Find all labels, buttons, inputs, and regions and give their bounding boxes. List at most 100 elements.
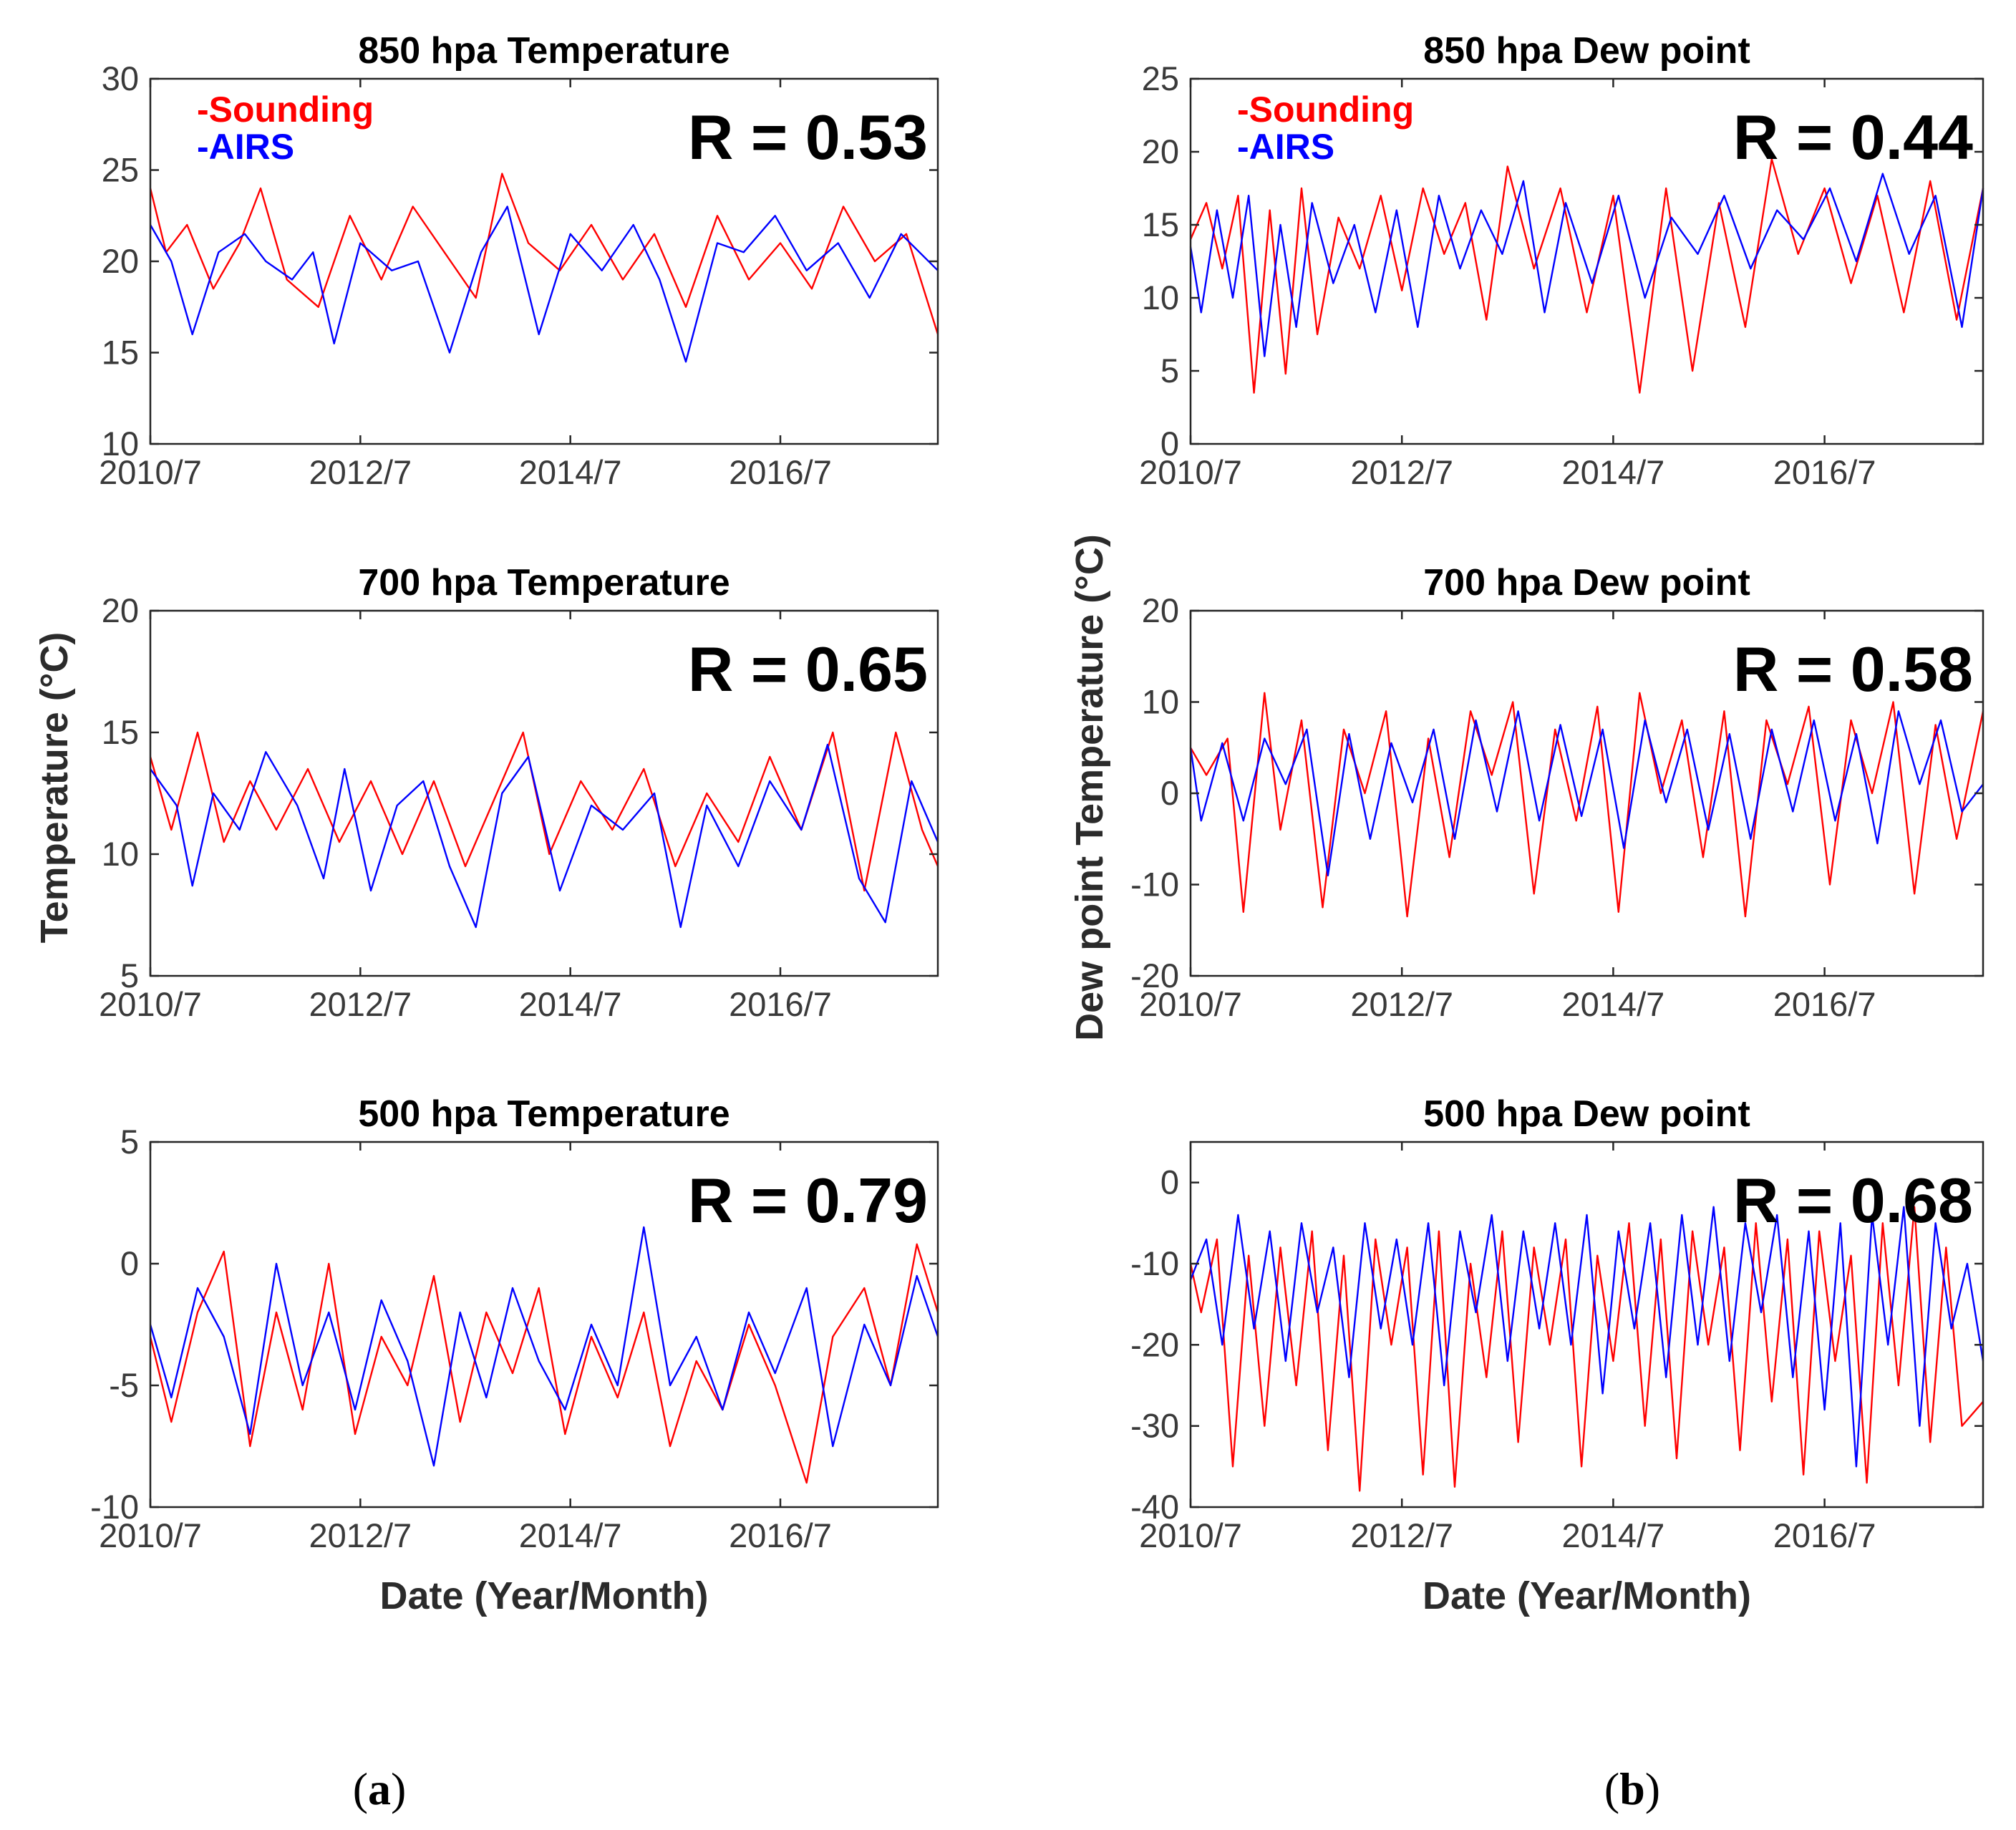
chart-title: 500 hpa Dew point (1423, 1093, 1750, 1135)
x-tick-label: 2014/7 (519, 985, 622, 1023)
chart-title: 850 hpa Dew point (1423, 30, 1750, 72)
x-tick-label: 2010/7 (1139, 1516, 1242, 1554)
y-tick-label: -30 (1130, 1407, 1179, 1445)
y-tick-label: -20 (1130, 1325, 1179, 1363)
y-tick-label: 10 (1142, 279, 1179, 316)
y-tick-label: -10 (1130, 866, 1179, 904)
y-tick-label: 20 (1142, 132, 1179, 170)
x-tick-label: 2010/7 (1139, 453, 1242, 491)
x-tick-label: 2010/7 (99, 453, 202, 491)
legend-airs: -AIRS (197, 127, 294, 167)
caption-a-letter: a (368, 1763, 391, 1814)
caption-a-close: ) (391, 1763, 406, 1814)
y-tick-label: 15 (102, 334, 139, 372)
chart-title: 700 hpa Dew point (1423, 562, 1750, 604)
x-tick-label: 2012/7 (1350, 985, 1453, 1023)
chart-panel-700-dew-point: 700 hpa Dew point -20 -10 0 10 20 2010/7 2012/7… (1130, 562, 1984, 1023)
y-tick-label: -40 (1130, 1488, 1179, 1526)
y-tick-label: -10 (90, 1488, 139, 1526)
correlation-label: R = 0.53 (688, 102, 928, 173)
plot-frame (1189, 77, 1984, 445)
correlation-label: R = 0.44 (1733, 102, 1973, 173)
x-tick-label: 2014/7 (1562, 453, 1665, 491)
x-tick-label: 2010/7 (1139, 985, 1242, 1023)
x-tick-label: 2010/7 (99, 985, 202, 1023)
series-line-airs (149, 1226, 939, 1467)
correlation-label: R = 0.58 (1733, 634, 1973, 705)
y-tick-label: 0 (1160, 425, 1179, 463)
x-axis-label: Date (Year/Month) (1423, 1574, 1751, 1617)
right-ylabel: Dew point Temperature (°C) (1068, 534, 1111, 1041)
caption-b-open: ( (1604, 1763, 1619, 1814)
left-ylabel: Temperature (°C) (33, 632, 76, 944)
chart-panel-700-temperature: 700 hpa Temperature 5 10 15 20 2010/7 2012/7 20… (99, 562, 939, 1023)
y-tick-label: -10 (1130, 1244, 1179, 1282)
x-tick-label: 2016/7 (729, 1516, 832, 1554)
caption-a: (a) (353, 1763, 407, 1814)
chart-panel-500-temperature: 500 hpa Temperature -10 -5 0 5 2010/7 2012/7 20… (90, 1093, 939, 1617)
caption-b-letter: b (1619, 1763, 1645, 1814)
plot-frame (1189, 1141, 1984, 1509)
x-tick-label: 2016/7 (1773, 985, 1876, 1023)
x-tick-label: 2012/7 (309, 985, 412, 1023)
chart-title: 700 hpa Temperature (358, 562, 730, 604)
series-line-airs (149, 205, 939, 363)
x-tick-label: 2016/7 (729, 453, 832, 491)
y-tick-label: 25 (1142, 59, 1179, 97)
y-tick-label: 5 (1160, 352, 1179, 389)
series-line-sounding (1189, 692, 1984, 918)
y-tick-label: 5 (120, 957, 139, 994)
chart-panel-500-dew-point: 500 hpa Dew point -40 -30 -20 -10 0 2010/7 2012… (1130, 1093, 1984, 1617)
x-tick-label: 2014/7 (519, 453, 622, 491)
chart-panel-850-temperature: 850 hpa Temperature 10 15 20 25 30 2010/7 2012/… (99, 30, 939, 491)
x-tick-label: 2016/7 (729, 985, 832, 1023)
chart-title: 850 hpa Temperature (358, 30, 730, 72)
x-tick-label: 2012/7 (1350, 453, 1453, 491)
y-tick-label: 20 (102, 242, 139, 280)
x-tick-label: 2016/7 (1773, 1516, 1876, 1554)
legend-airs: -AIRS (1237, 127, 1334, 167)
y-tick-label: 5 (120, 1123, 139, 1161)
correlation-label: R = 0.65 (688, 634, 928, 705)
x-tick-label: 2012/7 (309, 453, 412, 491)
caption-b: (b) (1604, 1763, 1660, 1814)
series-line-airs (1189, 710, 1984, 877)
y-tick-label: 15 (1142, 205, 1179, 243)
correlation-label: R = 0.68 (1733, 1165, 1973, 1236)
x-tick-label: 2016/7 (1773, 453, 1876, 491)
series-line-sounding (1189, 1206, 1984, 1492)
series-line-airs (150, 743, 939, 929)
series-line-airs (1189, 173, 1984, 357)
x-axis-label: Date (Year/Month) (379, 1574, 708, 1617)
x-tick-label: 2010/7 (99, 1516, 202, 1554)
y-tick-label: 20 (102, 591, 139, 629)
y-tick-label: 0 (1160, 1163, 1179, 1201)
caption-a-open: ( (353, 1763, 368, 1814)
x-tick-label: 2012/7 (309, 1516, 412, 1554)
y-tick-label: 10 (1142, 683, 1179, 721)
y-tick-label: 10 (102, 425, 139, 463)
y-tick-label: -20 (1130, 957, 1179, 994)
chart-title: 500 hpa Temperature (358, 1093, 730, 1135)
series-line-sounding (149, 173, 939, 335)
series-line-sounding (1189, 158, 1984, 394)
chart-panel-850-dew-point: 850 hpa Dew point 0 5 10 15 20 25 2010/7 2012/7 2… (1139, 30, 1984, 491)
x-tick-label: 2014/7 (1562, 985, 1665, 1023)
series-line-sounding (149, 1243, 939, 1484)
y-tick-label: 0 (120, 1244, 139, 1282)
caption-b-close: ) (1645, 1763, 1660, 1814)
series-line-airs (1189, 1206, 1984, 1468)
y-tick-label: 30 (102, 59, 139, 97)
x-tick-label: 2014/7 (519, 1516, 622, 1554)
y-tick-label: -5 (109, 1366, 139, 1404)
y-tick-label: 20 (1142, 591, 1179, 629)
y-tick-label: 15 (102, 713, 139, 751)
y-tick-label: 0 (1160, 774, 1179, 812)
legend-sounding: -Sounding (1237, 89, 1414, 130)
x-tick-label: 2014/7 (1562, 1516, 1665, 1554)
x-tick-label: 2012/7 (1350, 1516, 1453, 1554)
y-tick-label: 10 (102, 835, 139, 873)
y-tick-label: 25 (102, 151, 139, 189)
correlation-label: R = 0.79 (688, 1165, 928, 1236)
